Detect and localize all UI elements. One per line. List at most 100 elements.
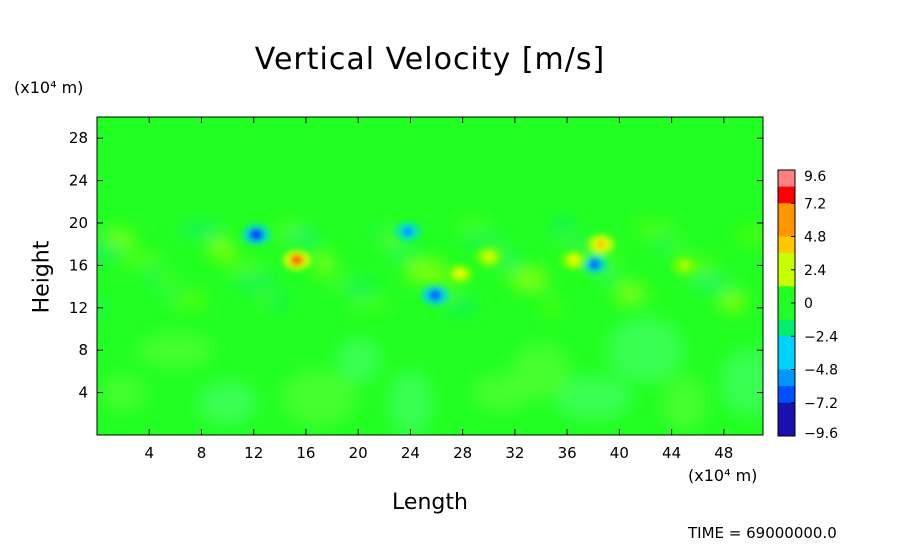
field-patch <box>152 275 179 286</box>
feature-core <box>591 260 599 268</box>
field-patch <box>347 298 392 309</box>
x-tick-label: 20 <box>349 444 368 462</box>
field-patch <box>336 337 381 384</box>
feature-core <box>456 270 464 278</box>
field-patch <box>736 227 763 244</box>
colorbar-band <box>778 352 795 370</box>
x-axis-unit: (x10⁴ m) <box>688 466 758 485</box>
feature-core <box>485 253 493 261</box>
colorbar: 9.6 7.2 4.8 2.4 0 −2.4 −4.8 −7.2 −9.6 <box>777 169 838 442</box>
field-patch <box>662 375 707 432</box>
field-patch <box>265 293 292 310</box>
colorbar-tick-label: 7.2 <box>804 196 826 212</box>
field-patch <box>444 294 477 317</box>
heatmap-features <box>242 221 699 306</box>
field-patch <box>688 277 733 288</box>
x-tick-label: 28 <box>453 444 472 462</box>
field-patch <box>518 287 563 298</box>
field-patch <box>404 260 449 283</box>
colorbar-tick-label: −4.8 <box>804 363 838 379</box>
colorbar-tick-label: 9.6 <box>804 169 826 185</box>
feature-core <box>597 240 605 248</box>
colorbar-band <box>778 170 795 188</box>
feature-core <box>404 227 412 235</box>
colorbar-band <box>778 286 795 304</box>
field-patch <box>607 317 684 384</box>
x-tick-label: 12 <box>244 444 263 462</box>
colorbar-band <box>778 402 795 420</box>
colorbar-band <box>778 219 795 237</box>
colorbar-tick-label: −7.2 <box>804 396 838 412</box>
field-patch <box>234 271 279 294</box>
feature-core <box>570 256 578 264</box>
y-tick-label: 12 <box>69 299 88 317</box>
colorbar-tick-label: −2.4 <box>804 329 838 345</box>
field-patch <box>720 290 747 313</box>
field-patch <box>322 264 349 275</box>
x-tick-label: 36 <box>558 444 577 462</box>
field-patch <box>97 239 124 262</box>
plot-frame <box>96 116 764 436</box>
time-readout: TIME = 69000000.0 <box>688 524 837 542</box>
x-axis-ticks: 4 8 12 16 20 24 28 32 36 40 44 48 <box>144 117 733 462</box>
field-patch <box>719 349 763 415</box>
feature-core <box>431 291 439 299</box>
chart-title: Vertical Velocity [m/s] <box>254 42 606 77</box>
colorbar-tick-label: −9.6 <box>804 426 838 442</box>
colorbar-band <box>778 303 795 321</box>
field-patch <box>606 272 633 289</box>
field-patch <box>541 299 562 316</box>
field-patch <box>97 219 122 236</box>
y-tick-label: 16 <box>69 256 88 274</box>
heatmap-field <box>97 216 763 435</box>
field-patch <box>282 230 321 241</box>
colorbar-band <box>778 253 795 271</box>
field-patch <box>549 216 576 239</box>
y-tick-label: 8 <box>78 341 88 359</box>
colorbar-band <box>778 319 795 337</box>
colorbar-band <box>778 369 795 387</box>
colorbar-band <box>778 386 795 404</box>
colorbar-band <box>778 203 795 221</box>
x-tick-label: 48 <box>714 444 733 462</box>
colorbar-band <box>778 269 795 287</box>
feature-core <box>252 231 260 239</box>
x-tick-label: 16 <box>296 444 315 462</box>
y-tick-label: 4 <box>78 384 88 402</box>
x-tick-label: 32 <box>505 444 524 462</box>
field-patch <box>339 277 378 300</box>
field-patch <box>509 267 548 290</box>
feature-core <box>681 261 689 269</box>
field-patch <box>137 332 214 369</box>
x-tick-label: 4 <box>144 444 154 462</box>
field-patch <box>388 370 433 435</box>
field-patch <box>281 369 357 426</box>
field-patch <box>555 374 632 421</box>
y-axis-ticks: 4 8 12 16 20 24 28 <box>69 129 763 402</box>
field-patch <box>663 243 690 254</box>
field-patch <box>511 343 571 400</box>
colorbar-band <box>778 236 795 254</box>
field-patch <box>168 288 207 311</box>
x-axis-label: Length <box>392 490 468 515</box>
colorbar-tick-label: 4.8 <box>804 230 826 246</box>
x-tick-label: 8 <box>197 444 207 462</box>
y-tick-label: 24 <box>69 172 88 190</box>
colorbar-tick-label: 0 <box>804 296 813 312</box>
y-tick-label: 20 <box>69 214 88 232</box>
field-patch <box>623 294 662 305</box>
field-patch <box>208 237 235 260</box>
x-tick-label: 24 <box>401 444 420 462</box>
field-patch <box>177 224 222 235</box>
y-axis-unit: (x10⁴ m) <box>14 78 84 97</box>
y-tick-label: 28 <box>69 129 88 147</box>
field-patch <box>197 380 258 427</box>
colorbar-band <box>778 419 795 437</box>
field-patch <box>452 220 491 231</box>
x-tick-label: 40 <box>610 444 629 462</box>
feature-core <box>293 256 301 264</box>
field-patch <box>101 374 146 411</box>
x-tick-label: 44 <box>662 444 681 462</box>
colorbar-band <box>778 186 795 204</box>
